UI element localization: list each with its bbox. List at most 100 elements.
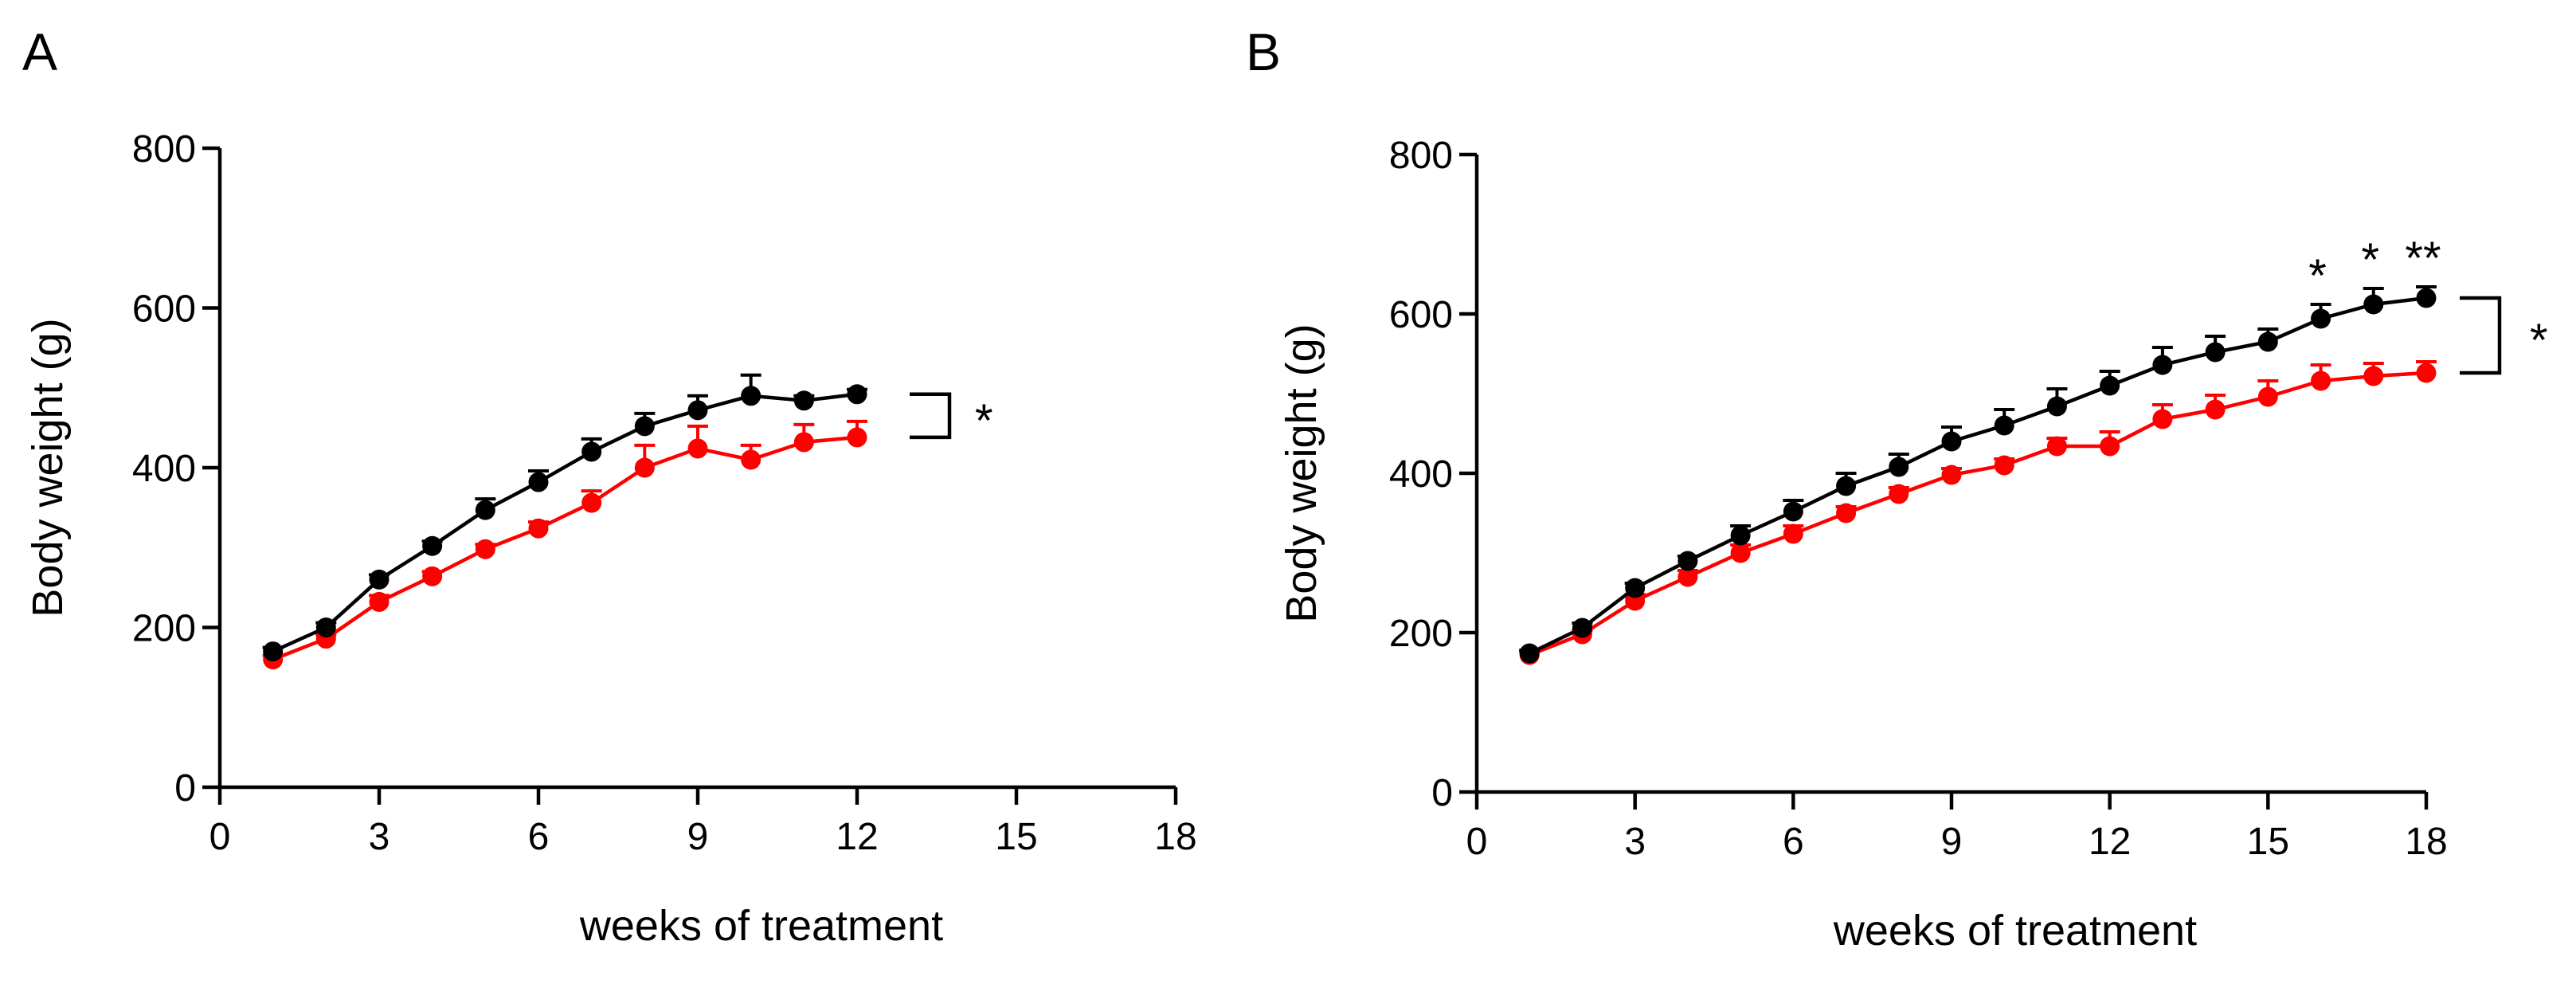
data-point (263, 641, 284, 662)
series-line (1529, 296, 2427, 656)
significance-bracket (910, 392, 952, 440)
panel-label: A (22, 22, 57, 81)
data-point (687, 400, 708, 421)
series-control (262, 373, 867, 662)
x-tick-label: 18 (1154, 816, 1196, 858)
data-point (2416, 288, 2437, 308)
y-axis-title: Body weight (g) (24, 318, 72, 617)
x-tick-label: 0 (1466, 821, 1488, 863)
y-tick-label: 0 (174, 767, 196, 810)
data-point (741, 449, 761, 470)
y-tick-label: 800 (132, 128, 196, 171)
data-point (847, 427, 867, 448)
data-point (2363, 366, 2384, 386)
data-point (793, 432, 814, 453)
data-point (1625, 578, 1646, 598)
data-point (528, 472, 549, 492)
data-point (847, 384, 867, 405)
x-tick-label: 12 (836, 816, 878, 858)
y-tick-label: 400 (1389, 453, 1453, 496)
y-tick-label: 400 (132, 448, 196, 490)
data-point (369, 569, 390, 590)
y-tick-label: 600 (1389, 294, 1453, 336)
series-control (1519, 285, 2437, 664)
data-point (1836, 476, 1857, 496)
data-point (1783, 523, 1803, 544)
data-point (2416, 363, 2437, 383)
series-treated (262, 419, 867, 670)
point-significance-label: * (2361, 234, 2379, 286)
data-point (2257, 331, 2278, 352)
x-tick-label: 9 (687, 816, 709, 858)
data-point (1730, 543, 1751, 563)
data-point (687, 438, 708, 459)
data-point (2100, 436, 2120, 457)
x-tick-label: 3 (1624, 821, 1646, 863)
data-point (1783, 501, 1803, 522)
point-significance-label: * (2308, 250, 2327, 302)
data-point (634, 416, 655, 437)
x-tick-label: 12 (2089, 821, 2131, 863)
y-tick-label: 600 (132, 288, 196, 331)
data-point (1836, 503, 1857, 523)
x-tick-label: 15 (995, 816, 1037, 858)
x-axis-title: weeks of treatment (579, 902, 943, 950)
data-point (2311, 370, 2331, 391)
data-point (2152, 409, 2173, 429)
data-point (2311, 308, 2331, 329)
data-point (1941, 465, 1962, 485)
data-point (2205, 399, 2226, 420)
y-tick-label: 200 (132, 608, 196, 650)
y-axis-title: Body weight (g) (1278, 323, 1325, 622)
data-point (2152, 355, 2173, 375)
y-tick-label: 800 (1389, 135, 1453, 177)
data-point (1678, 551, 1698, 571)
series-treated (1519, 360, 2437, 665)
significance-bracket (2460, 296, 2502, 375)
chart-panel-b: B 0 200 400 600 800 0 3 6 9 12 15 18 Body weight (g) w… (1246, 22, 2548, 955)
data-point (1994, 455, 2014, 476)
x-tick-label: 6 (528, 816, 550, 858)
y-tick-label: 0 (1431, 772, 1453, 814)
data-point (1889, 484, 1909, 504)
data-point (1678, 567, 1698, 587)
significance-label: * (2530, 315, 2548, 367)
data-point (581, 441, 602, 462)
point-significance-label: ** (2405, 233, 2441, 284)
data-point (1994, 415, 2014, 436)
data-point (2046, 436, 2067, 457)
data-point (2205, 342, 2226, 363)
series-line (272, 435, 858, 661)
panel-label: B (1246, 22, 1281, 81)
x-tick-label: 0 (209, 816, 231, 858)
data-point (315, 618, 336, 637)
data-point (581, 492, 602, 513)
x-tick-label: 3 (369, 816, 390, 858)
data-point (422, 566, 443, 586)
data-point (634, 457, 655, 478)
data-point (1572, 618, 1592, 638)
data-point (2100, 375, 2120, 396)
x-axis-title: weeks of treatment (1833, 907, 2197, 955)
data-point (475, 500, 495, 520)
data-point (1889, 457, 1909, 477)
data-point (475, 539, 495, 559)
data-point (528, 518, 549, 539)
x-tick-label: 6 (1783, 821, 1804, 863)
data-point (1941, 431, 1962, 452)
x-tick-label: 15 (2247, 821, 2289, 863)
chart-panel-a: A 0 200 400 600 800 0 3 6 9 12 15 18 Body weight (g) w… (22, 22, 1197, 950)
data-point (2257, 386, 2278, 407)
data-point (793, 390, 814, 411)
significance-label: * (975, 395, 993, 447)
data-point (1730, 525, 1751, 546)
x-tick-label: 9 (1941, 821, 1963, 863)
data-point (1519, 643, 1540, 664)
data-point (741, 386, 761, 406)
data-point (2046, 396, 2067, 417)
data-point (2363, 294, 2384, 315)
series-line (1529, 370, 2427, 657)
data-point (422, 535, 443, 556)
x-tick-label: 18 (2405, 821, 2447, 863)
